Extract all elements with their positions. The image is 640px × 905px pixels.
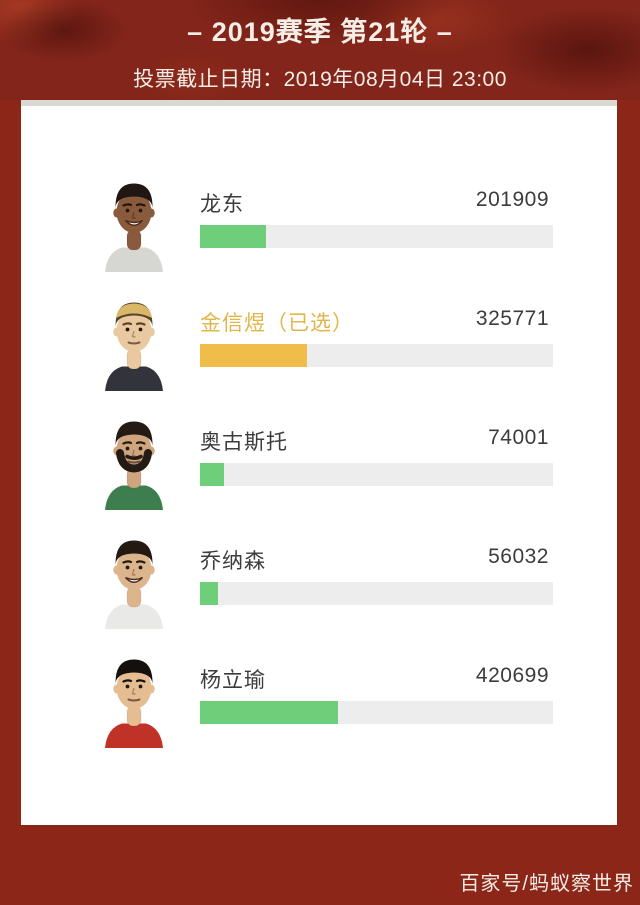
vote-count: 74001 xyxy=(488,426,549,449)
vote-count: 420699 xyxy=(475,664,549,687)
card-top-strip xyxy=(21,100,617,106)
vote-bar-track xyxy=(200,344,553,367)
player-avatar[interactable] xyxy=(100,529,168,629)
player-name: 金信煜（已选） xyxy=(200,312,354,335)
vote-bar-fill xyxy=(200,463,225,486)
player-name: 乔纳森 xyxy=(200,550,266,573)
watermark-credit: 百家号/蚂蚁察世界 xyxy=(459,873,634,895)
player-name: 龙东 xyxy=(200,193,244,216)
player-name: 杨立瑜 xyxy=(200,669,266,692)
vote-bar-track xyxy=(200,582,553,605)
player-vote-row[interactable]: 乔纳森 56032 xyxy=(21,529,617,648)
vote-bar-fill xyxy=(200,701,338,724)
player-name: 奥古斯托 xyxy=(200,431,288,454)
vote-bar-fill xyxy=(200,344,307,367)
player-avatar[interactable] xyxy=(100,291,168,391)
vote-header: – 2019赛季 第21轮 – 投票截止日期：2019年08月04日 23:00 xyxy=(0,0,640,100)
vote-count: 56032 xyxy=(488,545,549,568)
player-avatar[interactable] xyxy=(100,648,168,748)
vote-card: 龙东 201909 金信煜（已选） 325771 xyxy=(21,100,617,825)
player-vote-row[interactable]: 龙东 201909 xyxy=(21,172,617,291)
vote-count: 201909 xyxy=(475,188,549,211)
vote-count: 325771 xyxy=(475,307,549,330)
player-avatar[interactable] xyxy=(100,410,168,510)
vote-bar-fill xyxy=(200,582,219,605)
player-vote-row[interactable]: 杨立瑜 420699 xyxy=(21,648,617,767)
round-title: – 2019赛季 第21轮 – xyxy=(187,17,453,47)
vote-bar-track xyxy=(200,701,553,724)
vote-bar-track xyxy=(200,463,553,486)
player-avatar[interactable] xyxy=(100,172,168,272)
player-vote-row[interactable]: 奥古斯托 74001 xyxy=(21,410,617,529)
vote-bar-track xyxy=(200,225,553,248)
player-list: 龙东 201909 金信煜（已选） 325771 xyxy=(21,172,617,767)
vote-deadline: 投票截止日期：2019年08月04日 23:00 xyxy=(133,68,507,91)
player-vote-row[interactable]: 金信煜（已选） 325771 xyxy=(21,291,617,410)
vote-bar-fill xyxy=(200,225,266,248)
